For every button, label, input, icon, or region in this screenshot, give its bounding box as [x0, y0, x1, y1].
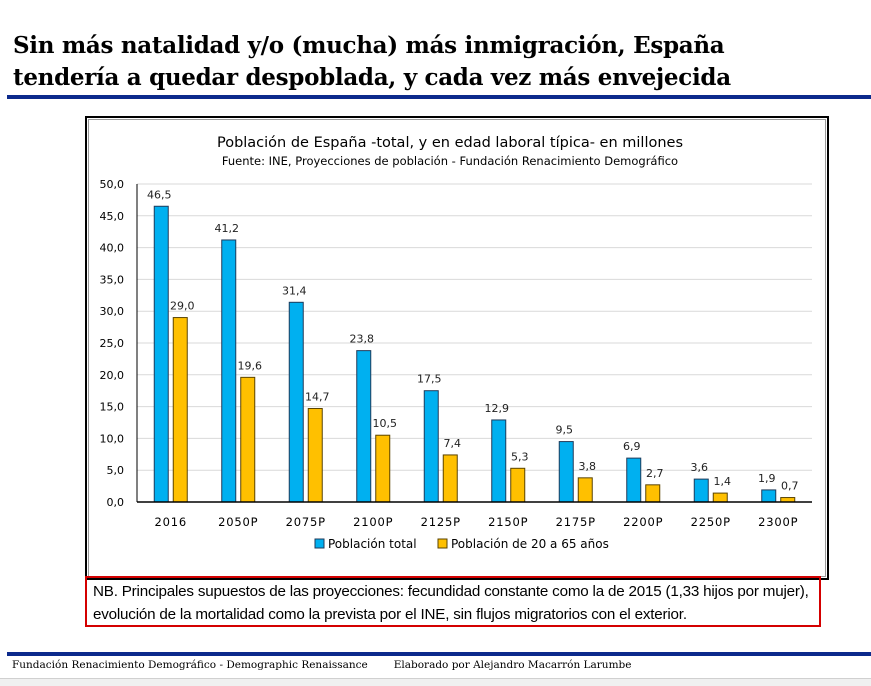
x-tick-label: 2200P	[623, 515, 663, 529]
data-label-total: 9,5	[556, 424, 574, 437]
data-label-working-age: 10,5	[373, 417, 398, 430]
bar-working-age	[645, 484, 661, 503]
x-tick-label: 2150P	[488, 515, 528, 529]
x-tick-label: 2075P	[286, 515, 326, 529]
data-label-total: 12,9	[485, 402, 510, 415]
bar-working-age	[172, 317, 188, 503]
headline-line-2: tendería a quedar despoblada, y cada vez…	[13, 64, 731, 91]
bar-working-age	[577, 477, 593, 503]
x-tick-label: 2016	[155, 515, 187, 529]
bar-working-age	[240, 376, 256, 503]
top-divider	[7, 95, 871, 99]
bar-working-age	[510, 467, 526, 503]
data-label-working-age: 5,3	[511, 450, 529, 463]
chart-subtitle: Fuente: INE, Proyecciones de población -…	[222, 154, 678, 168]
bar-total	[423, 390, 439, 503]
data-labels: 46,5 29,0 41,2 19,6 31,4 14,7 23,8 10,5 17,5 7,4 1…	[147, 188, 799, 492]
bar-total	[693, 478, 709, 503]
data-label-total: 3,6	[691, 461, 709, 474]
y-tick-label: 20,0	[100, 369, 125, 382]
y-tick-label: 25,0	[100, 337, 125, 350]
data-label-working-age: 2,7	[646, 467, 664, 480]
headline-line-1: Sin más natalidad y/o (mucha) más inmigr…	[13, 32, 725, 59]
y-tick-label: 50,0	[100, 178, 125, 191]
bar-working-age	[442, 454, 458, 503]
data-label-total: 31,4	[282, 284, 307, 297]
legend-swatch-total	[314, 538, 325, 549]
data-label-working-age: 7,4	[444, 437, 462, 450]
data-label-working-age: 29,0	[170, 300, 195, 313]
x-tick-label: 2100P	[353, 515, 393, 529]
y-tick-label: 15,0	[100, 401, 125, 414]
legend-swatch-working-age	[437, 538, 448, 549]
y-tick-label: 10,0	[100, 432, 125, 445]
chart-title: Población de España -total, y en edad la…	[217, 135, 683, 151]
slide-headline: Sin más natalidad y/o (mucha) más inmigr…	[13, 30, 863, 94]
bar-total	[626, 457, 642, 503]
bar-total	[761, 489, 777, 503]
footer-author: Elaborado por Alejandro Macarrón Larumbe	[393, 659, 632, 671]
bar-total	[558, 441, 574, 503]
y-tick-label: 0,0	[107, 496, 125, 509]
bottom-strip	[0, 678, 871, 686]
bar-total	[356, 350, 372, 503]
x-axis-ticks: 2016 2050P 2075P 2100P 2125P 2150P 2175P 2200P 2…	[155, 515, 798, 529]
bar-total	[153, 205, 169, 503]
data-label-total: 23,8	[350, 333, 375, 346]
bar-working-age	[307, 408, 323, 503]
legend-label-total: Población total	[328, 537, 417, 551]
x-tick-label: 2300P	[758, 515, 798, 529]
bar-working-age	[712, 492, 728, 503]
data-label-working-age: 0,7	[781, 480, 799, 493]
data-label-working-age: 14,7	[305, 391, 330, 404]
y-tick-label: 45,0	[100, 210, 125, 223]
x-tick-label: 2050P	[218, 515, 258, 529]
data-label-working-age: 3,8	[579, 460, 597, 473]
data-label-total: 6,9	[623, 440, 641, 453]
x-tick-label: 2250P	[691, 515, 731, 529]
bar-chart: Población de España -total, y en edad la…	[100, 135, 812, 551]
data-label-total: 46,5	[147, 188, 172, 201]
footer: Fundación Renacimiento Demográfico - Dem…	[12, 659, 631, 671]
x-tick-label: 2125P	[421, 515, 461, 529]
bar-working-age	[375, 434, 391, 503]
data-label-working-age: 19,6	[238, 359, 263, 372]
data-label-total: 17,5	[417, 373, 442, 386]
y-tick-label: 35,0	[100, 273, 125, 286]
legend: Población total Población de 20 a 65 año…	[314, 537, 609, 551]
assumptions-note: NB. Principales supuestos de las proyecc…	[85, 576, 821, 627]
bars	[153, 205, 796, 503]
footer-organization: Fundación Renacimiento Demográfico - Dem…	[12, 659, 368, 671]
y-tick-label: 40,0	[100, 242, 125, 255]
data-label-total: 1,9	[758, 472, 776, 485]
chart-frame: Población de España -total, y en edad la…	[85, 116, 829, 580]
bar-total	[491, 419, 507, 503]
legend-label-working-age: Población de 20 a 65 años	[451, 537, 609, 551]
y-tick-label: 5,0	[107, 464, 125, 477]
y-tick-label: 30,0	[100, 305, 125, 318]
bar-total	[221, 239, 237, 503]
data-label-working-age: 1,4	[714, 475, 732, 488]
data-label-total: 41,2	[215, 222, 240, 235]
y-axis-ticks: 0,0 5,0 10,0 15,0 20,0 25,0 30,0 35,0 40,0 45,0 50…	[100, 178, 125, 509]
bar-total	[288, 301, 304, 503]
bottom-divider	[7, 652, 871, 656]
x-tick-label: 2175P	[556, 515, 596, 529]
